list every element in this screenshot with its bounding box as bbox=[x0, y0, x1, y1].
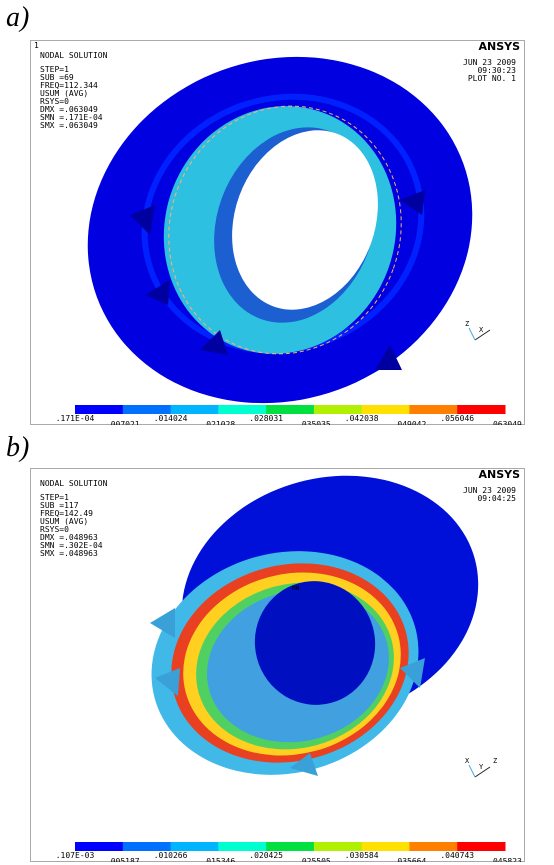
min-marker: MN bbox=[292, 585, 300, 592]
legend-label: .005187 bbox=[106, 857, 140, 862]
legend-swatch bbox=[361, 405, 410, 414]
legend-label: .040743 bbox=[440, 851, 474, 860]
time: 09:04:25 bbox=[477, 494, 516, 503]
time: 09:30:23 bbox=[477, 66, 516, 75]
info-line: USUM (AVG) bbox=[40, 517, 88, 526]
legend-label: .015346 bbox=[201, 857, 235, 862]
triad-label: Y bbox=[479, 763, 484, 771]
legend-swatch bbox=[409, 405, 458, 414]
info-line: SMX =.048963 bbox=[40, 549, 98, 558]
legend-swatch bbox=[75, 405, 124, 414]
legend-label: .063049 bbox=[488, 420, 522, 425]
legend-label: .028031 bbox=[249, 414, 283, 423]
legend-swatch bbox=[266, 842, 315, 851]
info-line: SMX =.063049 bbox=[40, 121, 98, 130]
logo: ANSYS bbox=[478, 40, 520, 53]
date: JUN 23 2009 bbox=[463, 486, 516, 495]
info-line: SMN =.171E-04 bbox=[40, 113, 103, 122]
legend-label: .030584 bbox=[345, 851, 379, 860]
legend-swatch bbox=[170, 405, 219, 414]
legend-label: .171E-04 bbox=[56, 414, 95, 423]
info-line: NODAL SOLUTION bbox=[40, 51, 108, 60]
info-line: DMX =.048963 bbox=[40, 533, 98, 542]
panel-label: b) bbox=[6, 432, 30, 463]
legend-swatch bbox=[122, 842, 172, 851]
legend-swatch bbox=[122, 405, 172, 414]
triad-label: X bbox=[465, 757, 470, 765]
legend-swatch bbox=[75, 842, 124, 851]
legend-label: .045823 bbox=[488, 857, 522, 862]
info-line: FREQ=142.49 bbox=[40, 509, 93, 518]
info-line: RSYS=0 bbox=[40, 525, 69, 534]
info-line: RSYS=0 bbox=[40, 97, 69, 106]
triad-label: Z bbox=[493, 757, 497, 765]
legend-swatch bbox=[313, 842, 363, 851]
legend-swatch bbox=[266, 405, 315, 414]
info-line: STEP=1 bbox=[40, 493, 69, 502]
legend-swatch bbox=[457, 405, 506, 414]
info-line: USUM (AVG) bbox=[40, 89, 88, 98]
triad-axis bbox=[468, 764, 476, 778]
legend-label: .107E-03 bbox=[56, 851, 95, 860]
legend-swatch bbox=[361, 842, 410, 851]
info-line: SUB =69 bbox=[40, 73, 74, 82]
legend-swatch bbox=[313, 405, 363, 414]
plot-index: 1 bbox=[34, 41, 39, 50]
info-line: DMX =.063049 bbox=[40, 105, 98, 114]
info-line: NODAL SOLUTION bbox=[40, 479, 108, 488]
info-line: SMN =.302E-04 bbox=[40, 541, 103, 550]
triad-label: Z bbox=[465, 320, 469, 328]
legend-label: .042038 bbox=[345, 414, 379, 423]
legend-swatch bbox=[218, 405, 267, 414]
legend-label: .010266 bbox=[154, 851, 188, 860]
legend-label: .007021 bbox=[106, 420, 140, 425]
info-line: STEP=1 bbox=[40, 65, 69, 74]
triad-axis bbox=[474, 766, 491, 778]
plot-number: PLOT NO. 1 bbox=[468, 74, 516, 83]
triad-axis bbox=[468, 327, 476, 341]
date: JUN 23 2009 bbox=[463, 58, 516, 67]
legend-label: .049042 bbox=[393, 420, 427, 425]
info-line: FREQ=112.344 bbox=[40, 81, 98, 90]
legend-swatch bbox=[409, 842, 458, 851]
panel-label: a) bbox=[6, 2, 30, 33]
triad-label: X bbox=[479, 326, 484, 334]
legend-label: .020425 bbox=[249, 851, 283, 860]
triad-axis bbox=[474, 329, 491, 341]
info-line: SUB =117 bbox=[40, 501, 79, 510]
legend-label: .025505 bbox=[297, 857, 331, 862]
legend-swatch bbox=[457, 842, 506, 851]
logo: ANSYS bbox=[478, 468, 520, 481]
legend-label: .035664 bbox=[393, 857, 427, 862]
legend-label: .035035 bbox=[297, 420, 331, 425]
legend-label: .014024 bbox=[154, 414, 188, 423]
legend-label: .056046 bbox=[440, 414, 474, 423]
legend-swatch bbox=[170, 842, 219, 851]
legend-label: .021028 bbox=[201, 420, 235, 425]
legend-swatch bbox=[218, 842, 267, 851]
